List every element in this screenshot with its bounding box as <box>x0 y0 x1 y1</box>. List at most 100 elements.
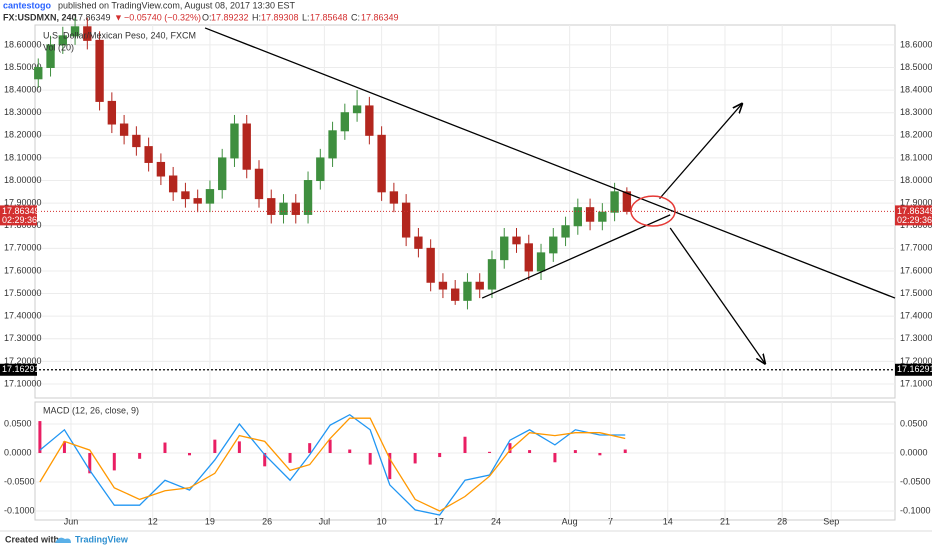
y-tick-label-left: 17.20000 <box>4 356 42 366</box>
pane-title: MACD (12, 26, close, 9) <box>43 405 139 415</box>
x-tick-label: Jul <box>319 516 331 526</box>
high: 17.89308 <box>261 12 299 22</box>
macd-histogram-bar <box>438 452 442 458</box>
candle-body <box>316 157 325 182</box>
candle-body <box>438 281 448 290</box>
candle-body <box>279 202 288 215</box>
y-tick-label: -0.0500 <box>900 476 931 486</box>
macd-histogram-bar <box>623 449 627 453</box>
candle-body <box>610 191 619 213</box>
author[interactable]: cantestogo <box>3 0 52 10</box>
candle-body <box>291 202 300 215</box>
x-tick-label: 19 <box>205 516 215 526</box>
y-tick-label: -0.1000 <box>900 505 931 515</box>
price: 17.86349 <box>73 12 111 22</box>
candle-body <box>536 252 546 272</box>
candle-body <box>205 189 215 204</box>
candle-body <box>156 161 166 177</box>
trend-line <box>481 214 671 299</box>
y-tick-label-left: 0.0000 <box>4 447 32 457</box>
candle-body <box>132 134 141 148</box>
level-tag <box>0 363 37 376</box>
candle-body <box>463 281 472 301</box>
level-tag-label: 17.16291 <box>897 364 932 374</box>
macd-histogram-bar <box>388 452 392 480</box>
macd-histogram-bar <box>88 452 92 474</box>
x-tick-label: 28 <box>777 516 787 526</box>
x-tick-label: 26 <box>262 516 272 526</box>
x-tick-label: 10 <box>377 516 387 526</box>
candle-body <box>70 26 80 37</box>
candle-body <box>181 191 190 200</box>
close-label: C: <box>351 12 360 22</box>
y-tick-label-left: 18.30000 <box>4 107 42 117</box>
y-tick-label: 17.10000 <box>900 378 932 388</box>
x-tick-label: 21 <box>720 516 730 526</box>
candle-body <box>34 66 43 80</box>
candle-body <box>119 123 129 136</box>
high-label: H: <box>252 12 261 22</box>
countdown-label: 02:29:36 <box>2 215 37 225</box>
y-tick-label-left: 17.60000 <box>4 265 42 275</box>
candle-body <box>193 198 202 204</box>
macd-histogram-bar <box>488 451 492 453</box>
symbol: FX:USDMXN, 240 <box>3 12 77 22</box>
candle-body <box>267 198 276 215</box>
macd-histogram-bar <box>598 452 602 456</box>
y-tick-label: 18.40000 <box>900 84 932 94</box>
y-tick-label-left: 0.0500 <box>4 418 32 428</box>
y-tick-label: 17.90000 <box>900 198 932 208</box>
y-tick-label-left: 17.30000 <box>4 333 42 343</box>
y-tick-label-left: 17.40000 <box>4 311 42 321</box>
y-tick-label-left: 17.70000 <box>4 243 42 253</box>
pane-title: U.S. Dollar/Mexican Peso, 240, FXCM <box>43 30 196 40</box>
y-tick-label-left: 18.10000 <box>4 152 42 162</box>
candle-body <box>218 157 227 191</box>
y-tick-label-left: 17.10000 <box>4 378 42 388</box>
candle-body <box>340 112 350 132</box>
y-tick-label: 17.50000 <box>900 288 932 298</box>
macd-histogram-bar <box>213 439 217 453</box>
candle-body <box>573 207 582 227</box>
candle-body <box>254 168 264 200</box>
candle-body <box>414 236 423 249</box>
y-tick-label: 18.30000 <box>900 107 932 117</box>
candle-body <box>500 236 509 261</box>
countdown-label: 02:29:36 <box>897 215 932 225</box>
candle-body <box>487 259 497 290</box>
macd-histogram-bar <box>38 421 42 453</box>
x-tick-label: Jun <box>64 516 79 526</box>
price-tag <box>0 205 37 226</box>
y-tick-label-left: 17.90000 <box>4 198 42 208</box>
candle-body <box>475 281 484 290</box>
macd-histogram-bar <box>237 441 241 453</box>
macd-histogram-bar <box>138 452 142 459</box>
y-tick-label-left: 18.60000 <box>4 39 42 49</box>
y-tick-label: 18.00000 <box>900 175 932 185</box>
candle-body <box>365 105 374 136</box>
y-tick-label: 17.30000 <box>900 333 932 343</box>
candle-body <box>585 207 595 222</box>
y-tick-label: 0.0000 <box>900 447 928 457</box>
footer-brand[interactable]: TradingView <box>75 534 129 544</box>
macd-histogram-bar <box>553 452 557 463</box>
y-tick-label: 18.10000 <box>900 152 932 162</box>
macd-line <box>39 413 626 516</box>
y-tick-label: 17.40000 <box>900 311 932 321</box>
x-tick-label: Aug <box>562 516 578 526</box>
candle-body <box>46 44 55 68</box>
candle-body <box>512 236 521 245</box>
change: −0.05740 (−0.32%) <box>124 12 201 22</box>
close: 17.86349 <box>361 12 399 22</box>
x-tick-label: 24 <box>491 516 501 526</box>
y-tick-label: 17.70000 <box>900 243 932 253</box>
candle-body <box>426 247 435 283</box>
candle-body <box>58 35 67 46</box>
price-tag-label: 17.86349 <box>897 206 932 216</box>
candle-body <box>144 146 153 163</box>
footer-created: Created with <box>5 534 59 544</box>
y-tick-label-left: -0.0500 <box>4 476 35 486</box>
y-tick-label-left: -0.1000 <box>4 505 35 515</box>
candle-body <box>377 134 386 193</box>
